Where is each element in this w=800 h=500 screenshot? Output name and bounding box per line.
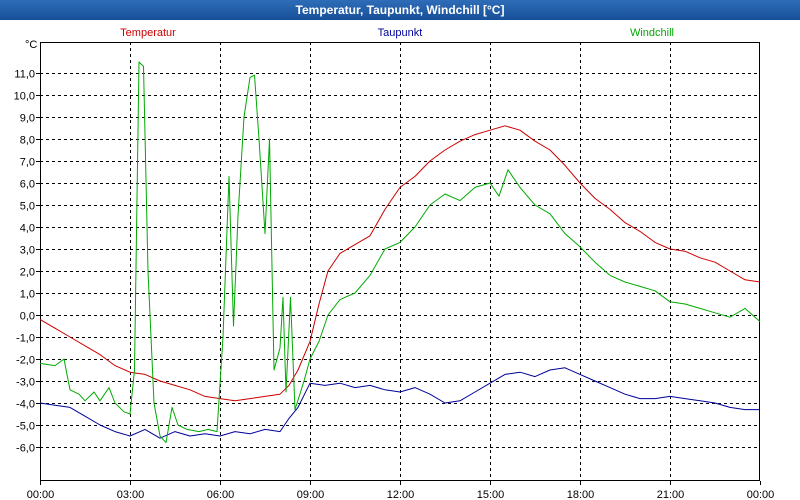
series-line-temperatur bbox=[39, 125, 761, 402]
y-axis-unit-label: °C bbox=[25, 39, 37, 51]
x-tick-label-time: 00:00 bbox=[747, 489, 775, 500]
y-tick-label: -5,0 bbox=[16, 421, 35, 433]
legend: Temperatur Taupunkt Windchill bbox=[120, 27, 674, 39]
legend-entry-taupunkt: Taupunkt bbox=[378, 27, 423, 39]
legend-entry-windchill: Windchill bbox=[630, 27, 674, 39]
y-axis: -6,0 -5,0 -4,0 -3,0 -2,0 -1,0 0,0 1,0 2,0 3,0 4,0 5… bbox=[14, 69, 40, 455]
y-tick-label: 6,0 bbox=[20, 179, 35, 191]
y-tick-label: -3,0 bbox=[16, 377, 35, 389]
x-tick-label-time: 12:00 bbox=[387, 489, 415, 500]
y-tick-label: 8,0 bbox=[20, 135, 35, 147]
y-tick-label: 2,0 bbox=[20, 267, 35, 279]
line-chart: -6,0 -5,0 -4,0 -3,0 -2,0 -1,0 0,0 1,0 2,0 3,0 4,0 5… bbox=[14, 27, 775, 500]
x-tick-label-time: 21:00 bbox=[657, 489, 685, 500]
series-line-windchill bbox=[39, 61, 761, 444]
y-tick-label: 9,0 bbox=[20, 113, 35, 125]
series-lines bbox=[39, 61, 761, 444]
grid bbox=[40, 42, 760, 481]
y-tick-label: 7,0 bbox=[20, 157, 35, 169]
plot-frame bbox=[40, 42, 760, 481]
y-tick-label: 4,0 bbox=[20, 223, 35, 235]
x-tick-label-time: 15:00 bbox=[477, 489, 505, 500]
x-tick-label-time: 09:00 bbox=[297, 489, 325, 500]
chart-title: Temperatur, Taupunkt, Windchill [°C] bbox=[0, 0, 800, 20]
y-tick-label: 11,0 bbox=[14, 69, 35, 81]
y-tick-label: -4,0 bbox=[16, 399, 35, 411]
x-tick-label-time: 06:00 bbox=[207, 489, 235, 500]
y-tick-label: 0,0 bbox=[20, 311, 35, 323]
chart-area: -6,0 -5,0 -4,0 -3,0 -2,0 -1,0 0,0 1,0 2,0 3,0 4,0 5… bbox=[0, 20, 800, 500]
y-tick-label: 1,0 bbox=[20, 289, 35, 301]
series-line-taupunkt bbox=[39, 367, 760, 439]
y-tick-label: -2,0 bbox=[16, 355, 35, 367]
x-axis: 00:0001.03.2303:0001.03.2306:0001.03.230… bbox=[27, 481, 775, 500]
x-tick-label-time: 18:00 bbox=[567, 489, 595, 500]
x-tick-label-time: 00:00 bbox=[27, 489, 55, 500]
legend-entry-temperatur: Temperatur bbox=[120, 27, 176, 39]
y-tick-label: 3,0 bbox=[20, 245, 35, 257]
x-tick-label-time: 03:00 bbox=[117, 489, 145, 500]
y-tick-label: -1,0 bbox=[16, 333, 35, 345]
y-tick-label: 10,0 bbox=[14, 91, 35, 103]
y-tick-label: -6,0 bbox=[16, 443, 35, 455]
y-tick-label: 5,0 bbox=[20, 201, 35, 213]
